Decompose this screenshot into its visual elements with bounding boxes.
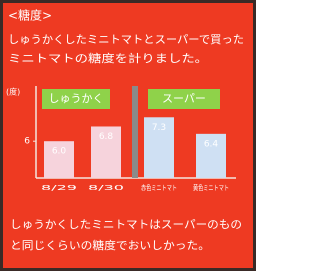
title: <糖度> — [8, 8, 52, 23]
conclusion-line: しゅうかくしたミニトマトはスーパーのもの — [10, 218, 242, 231]
value-label: 6.8 — [99, 132, 114, 142]
x-tick-label: 赤色ミニトマト — [141, 183, 177, 192]
conclusion-line: と同じくらいの糖度でおいしかった。 — [10, 238, 210, 252]
value-label: 6.0 — [52, 147, 67, 157]
x-tick-label: 8/30 — [88, 184, 124, 192]
description-line: しゅうかくしたミニトマトとスーパーで買った — [8, 33, 244, 46]
y-axis-label: (度) — [6, 87, 20, 97]
y-tick-label: 6 — [24, 137, 30, 147]
x-tick-label: 8/29 — [41, 184, 77, 192]
value-label: 7.3 — [152, 123, 166, 133]
value-label: 6.4 — [204, 139, 219, 149]
x-tick-label: 黄色ミニトマト — [193, 183, 229, 192]
poster: <糖度> しゅうかくしたミニトマトとスーパーで買った ミニトマトの糖度を計りまし… — [0, 0, 256, 271]
description-line: ミニトマトの糖度を計りました。 — [8, 51, 208, 65]
group-label: しゅうかく — [49, 92, 104, 105]
divider — [132, 86, 138, 178]
group-label: スーパー — [162, 92, 206, 105]
